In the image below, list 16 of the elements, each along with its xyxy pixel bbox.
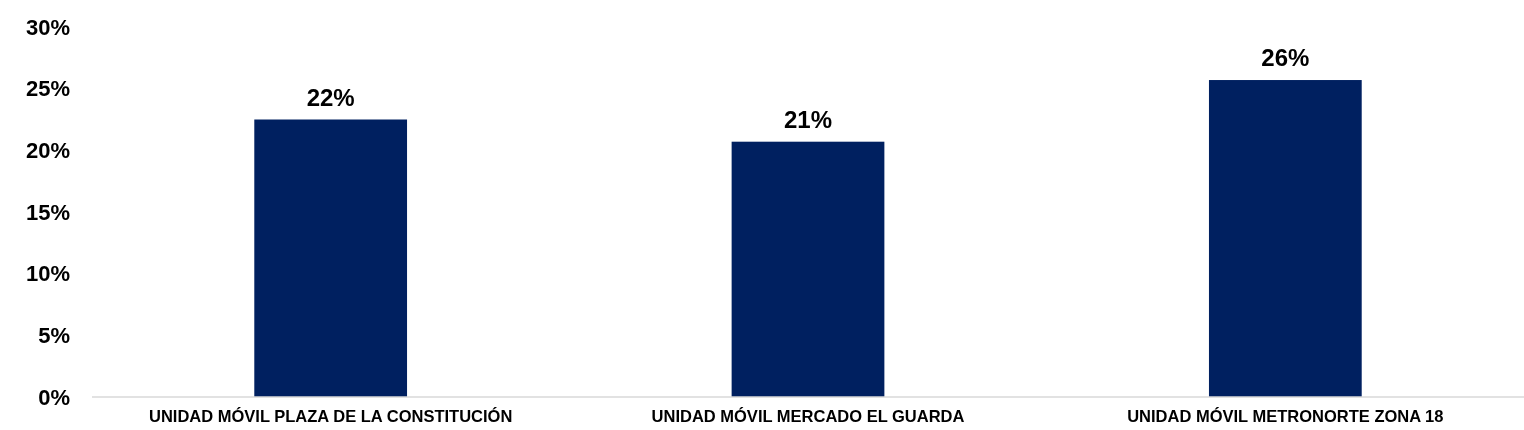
y-tick-label: 20% bbox=[25, 138, 70, 164]
y-tick-label: 15% bbox=[25, 199, 70, 225]
x-tick-label: UNIDAD MÓVIL METRONORTE ZONA 18 bbox=[1127, 407, 1444, 425]
bar bbox=[1208, 80, 1362, 397]
bar bbox=[254, 119, 408, 397]
x-tick-label: UNIDAD MÓVIL PLAZA DE LA CONSTITUCIÓN bbox=[149, 407, 513, 425]
data-label: 21% bbox=[783, 105, 833, 133]
y-tick-label: 5% bbox=[38, 323, 70, 349]
y-tick-label: 30% bbox=[25, 14, 70, 40]
y-tick-label: 0% bbox=[38, 384, 70, 410]
data-label: 22% bbox=[306, 83, 355, 111]
data-label: 26% bbox=[1261, 44, 1310, 72]
y-tick-label: 10% bbox=[25, 261, 70, 287]
y-tick-label: 25% bbox=[25, 76, 70, 102]
x-tick-label: UNIDAD MÓVIL MERCADO EL GUARDA bbox=[651, 407, 965, 425]
bar bbox=[731, 141, 885, 397]
